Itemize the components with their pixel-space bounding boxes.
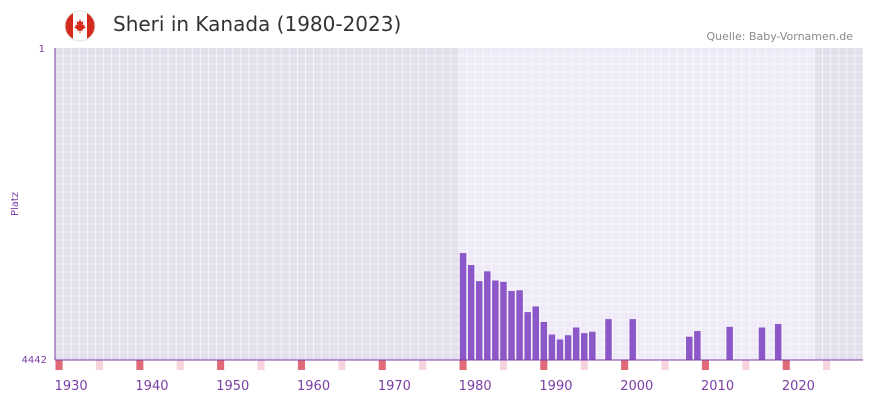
bar-1992	[572, 327, 580, 360]
x-tick-2010: 2010	[701, 379, 734, 394]
mid-marker-2013	[742, 360, 750, 370]
bar-1991	[564, 335, 572, 360]
chart-title: Sheri in Kanada (1980-2023)	[113, 12, 402, 36]
bar-1980	[475, 281, 483, 360]
bar-1999	[629, 319, 636, 360]
x-tick-1990: 1990	[539, 379, 572, 394]
bar-2015	[758, 327, 766, 360]
decade-marker-1958	[297, 360, 305, 370]
x-tick-1950: 1950	[216, 379, 249, 394]
bar-1990	[556, 339, 564, 360]
bar-1993	[581, 333, 588, 360]
bar-2011	[726, 326, 733, 360]
x-tick-1970: 1970	[378, 379, 411, 394]
bar-1996	[605, 319, 612, 360]
decade-marker-1988	[540, 360, 548, 370]
decade-marker-1998	[621, 360, 629, 370]
mid-marker-1973	[419, 360, 427, 370]
bar-1989	[548, 334, 556, 360]
x-tick-1940: 1940	[135, 379, 168, 394]
year-markers	[55, 360, 831, 370]
mid-marker-1993	[580, 360, 588, 370]
bar-1986	[524, 312, 531, 360]
bar-1985	[516, 290, 523, 360]
mid-marker-1933	[95, 360, 103, 370]
x-tick-1960: 1960	[297, 379, 330, 394]
y-tick-top: 1	[39, 44, 45, 55]
x-tick-labels: 1930 1940 1950 1960 1970 1980 1990 2000 2010 2020	[55, 379, 815, 394]
mid-marker-2003	[661, 360, 669, 370]
source-credit: Quelle: Baby-Vornamen.de	[706, 30, 853, 43]
mid-marker-1943	[176, 360, 184, 370]
decade-marker-1978	[459, 360, 467, 370]
bar-series	[459, 253, 782, 360]
plot-grid	[54, 48, 864, 360]
decade-marker-1948	[217, 360, 225, 370]
bar-2007	[694, 331, 701, 360]
bar-1981	[484, 271, 491, 360]
bar-1982	[492, 280, 499, 360]
x-tick-2020: 2020	[782, 379, 815, 394]
bar-2017	[774, 324, 782, 360]
decade-marker-2008	[701, 360, 709, 370]
mid-marker-2023	[823, 360, 831, 370]
mid-marker-1983	[499, 360, 507, 370]
bar-1994	[589, 331, 596, 360]
decade-marker-1938	[136, 360, 144, 370]
y-tick-labels: 1 4442	[22, 44, 47, 366]
y-tick-bottom: 4442	[22, 355, 47, 366]
bar-1983	[500, 281, 507, 360]
bar-1984	[508, 291, 515, 360]
decade-marker-2018	[782, 360, 790, 370]
mid-marker-1953	[257, 360, 265, 370]
x-tick-2000: 2000	[620, 379, 653, 394]
bar-2006	[686, 336, 693, 360]
mid-marker-1963	[338, 360, 346, 370]
decade-marker-1968	[378, 360, 386, 370]
bar-1978	[459, 253, 467, 360]
decade-marker-1928	[55, 360, 63, 370]
x-tick-1930: 1930	[55, 379, 88, 394]
bar-1979	[467, 265, 475, 360]
bar-1988	[540, 321, 548, 360]
canada-flag-icon	[64, 10, 96, 42]
bar-1987	[532, 306, 539, 360]
y-axis-label: Platz	[10, 192, 21, 216]
x-tick-1980: 1980	[459, 379, 492, 394]
